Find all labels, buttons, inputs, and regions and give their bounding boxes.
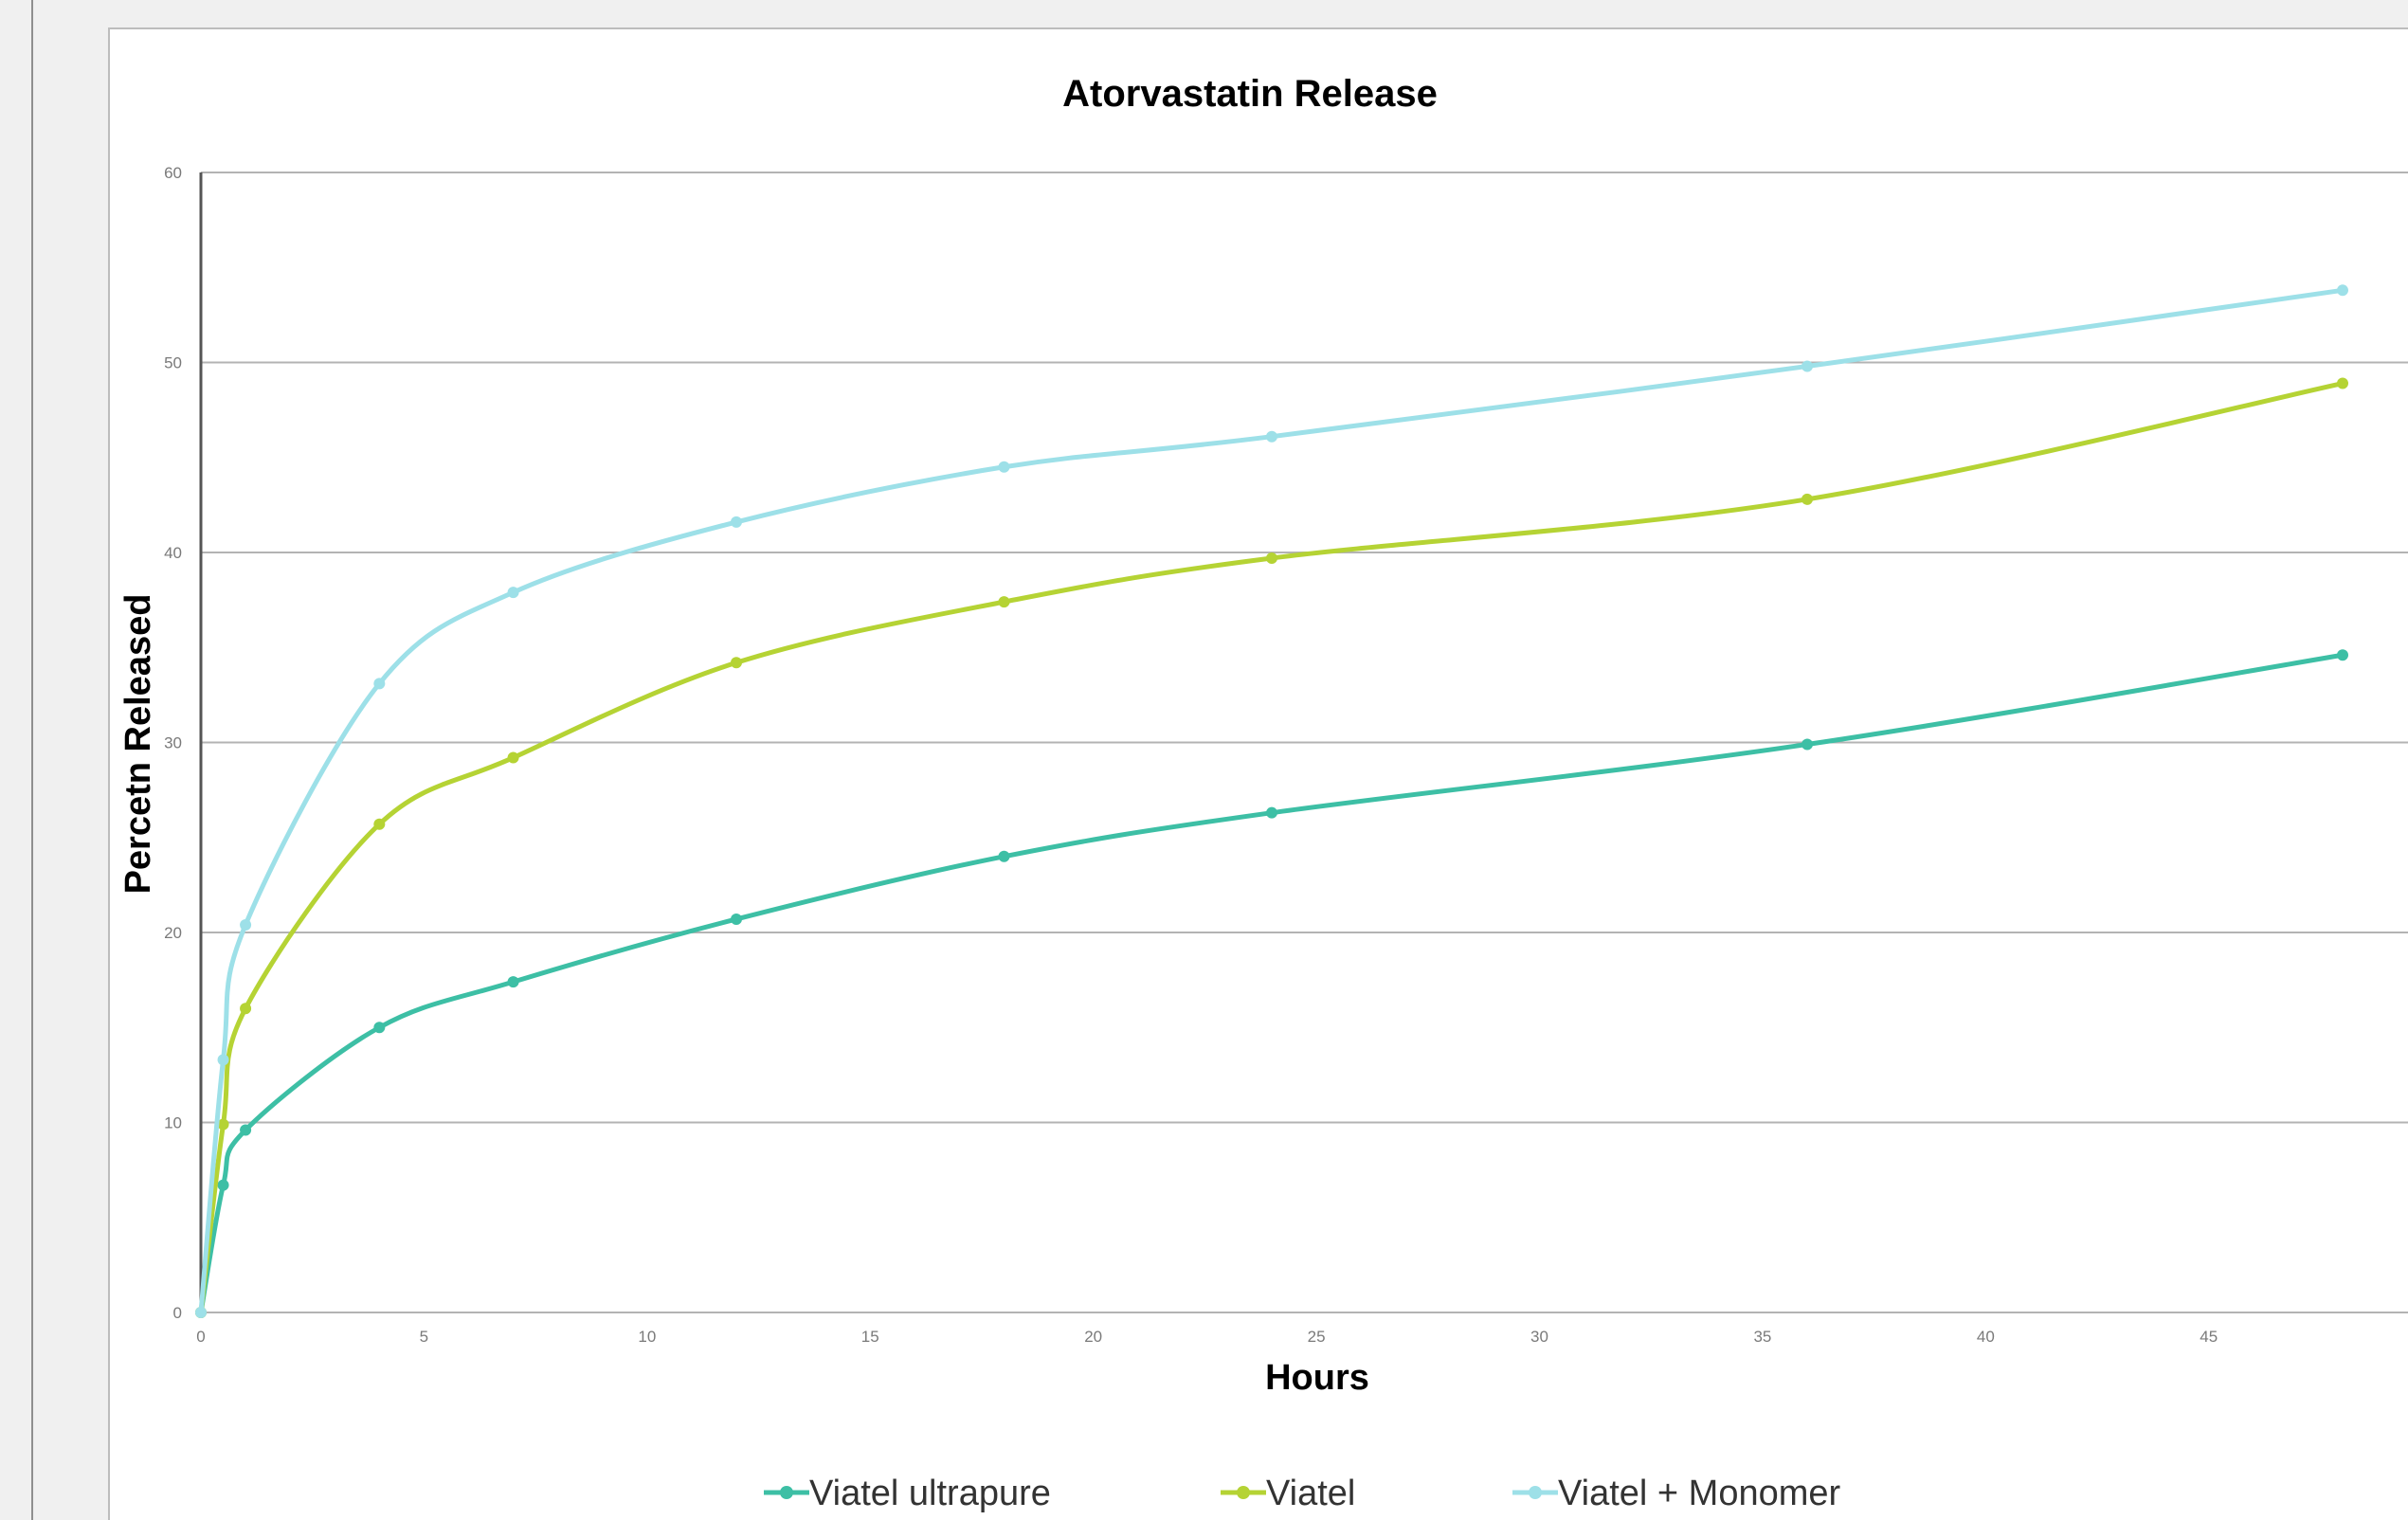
data-point[interactable] bbox=[2337, 377, 2348, 389]
data-point[interactable] bbox=[1266, 552, 1277, 565]
legend-item[interactable]: Viatel + Monomer bbox=[1512, 1474, 1841, 1513]
data-point[interactable] bbox=[373, 1022, 386, 1034]
y-tick-label: 0 bbox=[173, 1304, 182, 1322]
series-viatel-ultrapure[interactable] bbox=[195, 649, 2348, 1318]
legend-label: Viatel ultrapure bbox=[809, 1474, 1051, 1513]
y-axis-title: Percetn Released bbox=[118, 594, 158, 895]
x-axis-title: Hours bbox=[1265, 1358, 1369, 1398]
series-line[interactable] bbox=[198, 381, 2345, 1315]
data-point[interactable] bbox=[1266, 806, 1277, 819]
data-point[interactable] bbox=[373, 818, 386, 830]
data-point[interactable] bbox=[2337, 284, 2348, 297]
data-point[interactable] bbox=[998, 850, 1010, 862]
data-point[interactable] bbox=[731, 516, 742, 528]
legend-item[interactable]: Viatel ultrapure bbox=[764, 1474, 1051, 1513]
x-tick-label: 20 bbox=[1084, 1328, 1102, 1346]
x-tick-label: 45 bbox=[2200, 1328, 2218, 1346]
data-point[interactable] bbox=[507, 976, 519, 988]
legend-item[interactable]: Viatel bbox=[1221, 1474, 1355, 1513]
data-point[interactable] bbox=[217, 1118, 229, 1131]
chart-title: Atorvastatin Release bbox=[1062, 73, 1438, 115]
data-point[interactable] bbox=[507, 751, 519, 764]
y-tick-label: 10 bbox=[164, 1114, 182, 1132]
data-point[interactable] bbox=[1266, 430, 1277, 443]
data-point[interactable] bbox=[2337, 649, 2348, 661]
data-point[interactable] bbox=[731, 913, 742, 925]
x-tick-label: 15 bbox=[861, 1328, 879, 1346]
y-tick-label: 60 bbox=[164, 164, 182, 182]
series-viatel[interactable] bbox=[195, 377, 2348, 1318]
data-point[interactable] bbox=[507, 587, 519, 599]
series-line[interactable] bbox=[198, 287, 2345, 1315]
series-line[interactable] bbox=[198, 652, 2345, 1315]
data-point[interactable] bbox=[217, 1054, 229, 1066]
data-point[interactable] bbox=[1801, 738, 1813, 751]
legend-label: Viatel + Monomer bbox=[1558, 1474, 1841, 1513]
y-tick-label: 30 bbox=[164, 734, 182, 752]
data-point[interactable] bbox=[998, 461, 1010, 473]
data-point[interactable] bbox=[373, 678, 386, 690]
x-tick-label: 35 bbox=[1753, 1328, 1771, 1346]
y-tick-label: 40 bbox=[164, 544, 182, 562]
axes: 0 10 20 30 40 50 60 0 5 10 15 20 25 30 35 40 45 bbox=[164, 164, 2218, 1346]
data-point[interactable] bbox=[240, 918, 252, 931]
series-layer bbox=[195, 284, 2348, 1318]
window-edge-rule bbox=[31, 0, 33, 1520]
x-tick-label: 5 bbox=[420, 1328, 428, 1346]
y-tick-label: 50 bbox=[164, 354, 182, 372]
data-point[interactable] bbox=[195, 1307, 207, 1318]
data-point[interactable] bbox=[731, 657, 742, 669]
series-viatel-monomer[interactable] bbox=[195, 284, 2348, 1318]
y-tick-label: 20 bbox=[164, 924, 182, 942]
data-point[interactable] bbox=[1801, 493, 1813, 505]
x-tick-label: 10 bbox=[638, 1328, 656, 1346]
data-point[interactable] bbox=[217, 1179, 229, 1191]
data-point[interactable] bbox=[240, 1124, 252, 1136]
x-tick-label: 25 bbox=[1308, 1328, 1326, 1346]
legend-marker bbox=[1237, 1486, 1250, 1499]
x-tick-label: 40 bbox=[1977, 1328, 1995, 1346]
legend[interactable]: Viatel ultrapure Viatel Viatel + Monomer bbox=[764, 1474, 1841, 1513]
legend-label: Viatel bbox=[1266, 1474, 1355, 1513]
data-point[interactable] bbox=[1801, 360, 1813, 372]
data-point[interactable] bbox=[240, 1003, 252, 1015]
x-tick-label: 0 bbox=[196, 1328, 205, 1346]
legend-marker bbox=[780, 1486, 793, 1499]
legend-marker bbox=[1529, 1486, 1542, 1499]
x-tick-label: 30 bbox=[1530, 1328, 1548, 1346]
data-point[interactable] bbox=[998, 596, 1010, 608]
gridlines bbox=[201, 172, 2408, 1313]
chart-area[interactable] bbox=[108, 27, 2408, 1520]
